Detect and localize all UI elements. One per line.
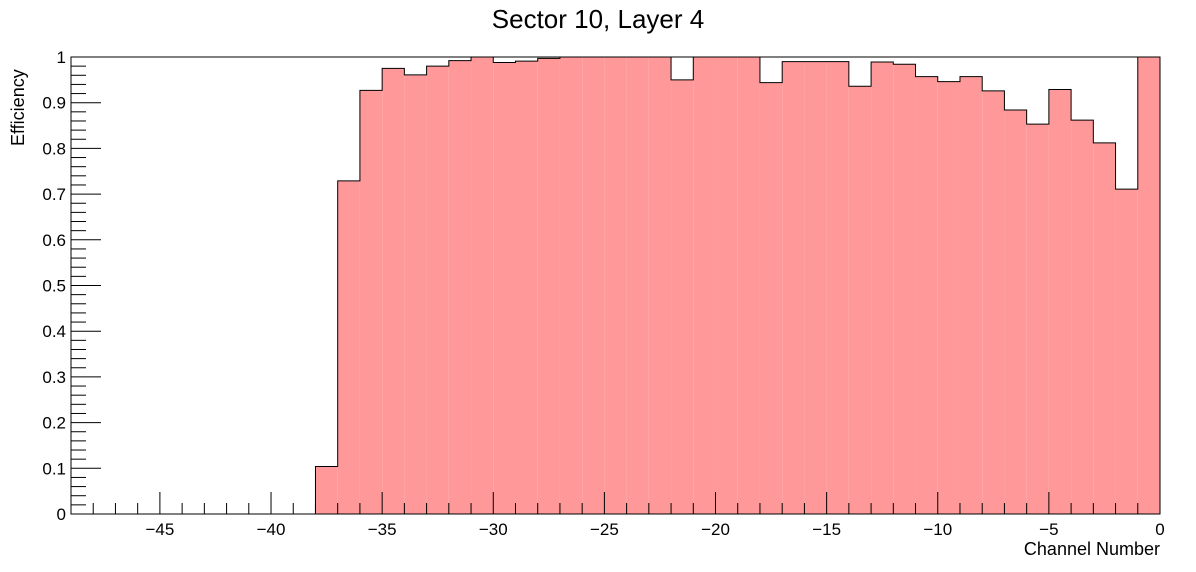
histogram-bar <box>426 66 449 514</box>
histogram-bar <box>582 57 605 514</box>
histogram-bar <box>871 62 894 514</box>
histogram-bar <box>315 466 338 514</box>
x-tick-label: −5 <box>1039 520 1058 539</box>
histogram-bar <box>1137 57 1160 514</box>
x-tick-label: −15 <box>812 520 841 539</box>
histogram-bar <box>937 81 960 514</box>
x-tick-label: −10 <box>923 520 952 539</box>
x-axis-tick-labels: −45 −40 −35 −30 −25 −20 −15 −10 −5 0 <box>145 520 1164 539</box>
histogram-bar <box>759 82 783 514</box>
x-tick-label: 0 <box>1155 520 1164 539</box>
histogram-bar <box>1071 120 1094 514</box>
histogram-bar <box>671 79 694 514</box>
x-tick-label: −20 <box>701 520 730 539</box>
histogram-bar <box>471 57 494 514</box>
x-tick-label: −45 <box>145 520 174 539</box>
histogram-bar <box>493 62 516 514</box>
x-axis-label: Channel Number <box>1024 539 1160 559</box>
histogram-bar <box>848 86 872 515</box>
histogram-bar <box>826 61 849 514</box>
x-tick-label: −40 <box>257 520 286 539</box>
histogram-bar <box>893 64 916 514</box>
y-tick-label: 0.7 <box>42 185 66 204</box>
histogram-bar <box>537 58 560 514</box>
histogram-bar <box>337 180 360 515</box>
y-tick-label: 0.4 <box>42 322 66 341</box>
histogram-bar <box>737 57 760 514</box>
x-tick-label: −25 <box>590 520 619 539</box>
histogram-bar <box>693 57 716 514</box>
histogram-bar <box>1048 89 1072 515</box>
histogram-bar <box>1115 189 1138 514</box>
histogram-bar <box>715 57 738 514</box>
y-tick-label: 0.6 <box>42 231 66 250</box>
histogram-bar <box>382 68 405 515</box>
histogram-bar <box>804 61 827 514</box>
y-tick-label: 0.9 <box>42 94 66 113</box>
histogram-bar <box>915 76 938 514</box>
y-tick-label: 0.8 <box>42 139 66 158</box>
histogram-bar <box>515 61 538 514</box>
y-tick-label: 0.3 <box>42 368 66 387</box>
y-tick-label: 1 <box>57 48 66 67</box>
x-axis-ticks <box>70 492 1161 514</box>
y-tick-label: 0.5 <box>42 277 66 296</box>
histogram-bar <box>1093 142 1116 514</box>
histogram-outline <box>314 56 1161 514</box>
histogram-bar <box>359 90 383 515</box>
y-tick-label: 0 <box>57 505 66 524</box>
y-axis-ticks <box>71 56 101 515</box>
y-axis-label: Efficiency <box>8 69 28 146</box>
histogram-bar <box>626 57 649 514</box>
histogram-bar <box>959 76 983 514</box>
histogram-bar <box>1026 124 1049 514</box>
histogram-bar <box>982 90 1005 515</box>
chart-title: Sector 10, Layer 4 <box>492 4 704 34</box>
histogram-bar <box>404 74 427 514</box>
histogram-bar <box>782 61 805 514</box>
histogram-bar <box>559 57 583 514</box>
y-tick-label: 0.1 <box>42 459 66 478</box>
histogram-bar <box>604 57 627 514</box>
histogram-bins <box>315 57 1160 515</box>
y-axis-tick-labels: 0 0.1 0.2 0.3 0.4 0.5 0.6 0.7 0.8 0.9 1 <box>42 48 66 524</box>
histogram-bar <box>448 60 472 514</box>
y-tick-label: 0.2 <box>42 414 66 433</box>
histogram-bar <box>648 57 672 514</box>
x-tick-label: −35 <box>368 520 397 539</box>
x-tick-label: −30 <box>479 520 508 539</box>
histogram-bar <box>1004 110 1027 515</box>
